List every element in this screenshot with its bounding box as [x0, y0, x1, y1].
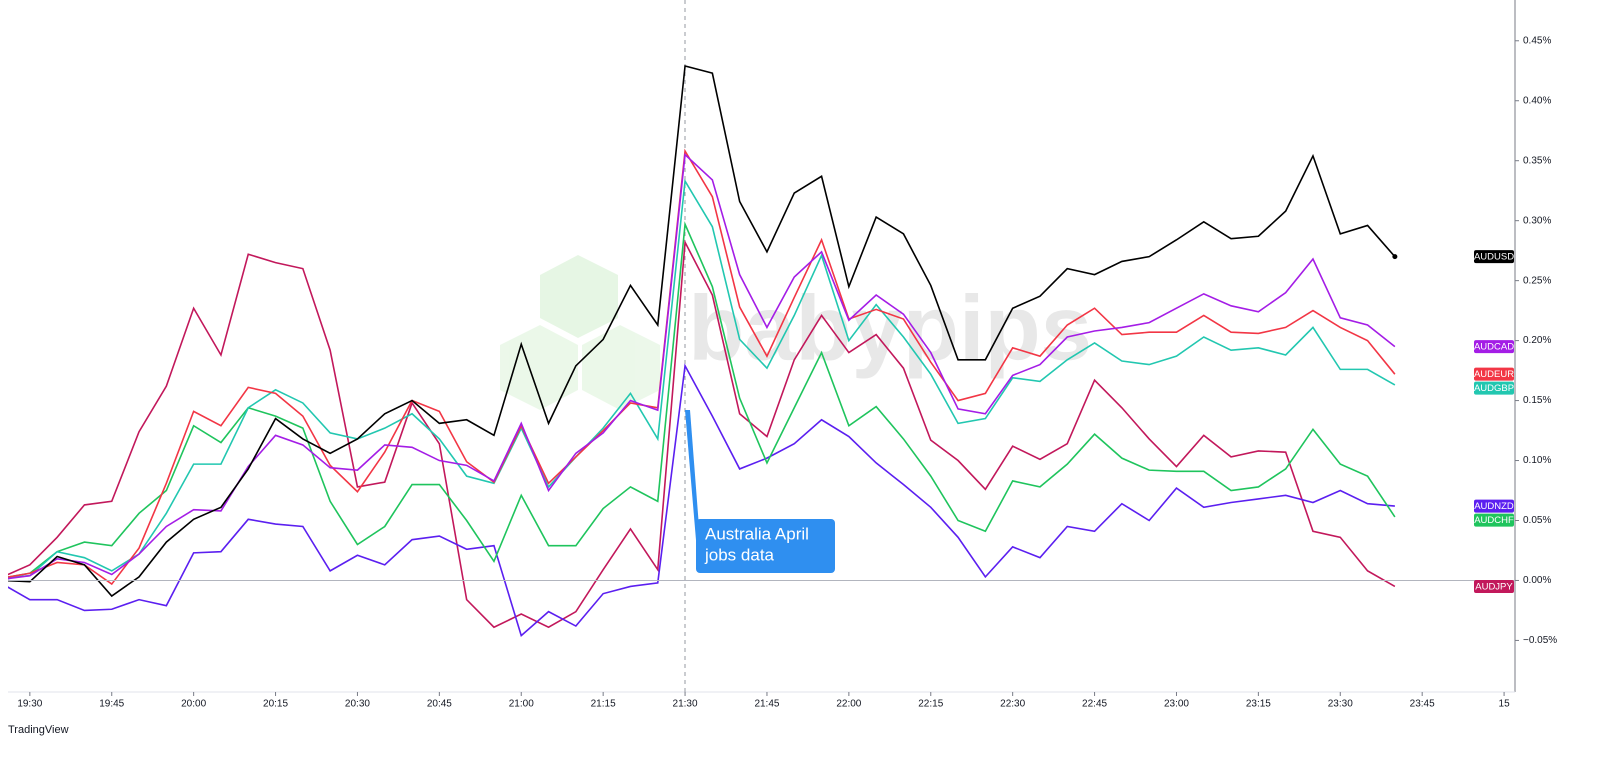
x-tick-label: 20:30: [345, 699, 370, 710]
legend-label: AUDEUR: [1474, 369, 1514, 380]
x-tick-label: 23:45: [1410, 699, 1435, 710]
y-tick-label: 0.40%: [1523, 95, 1551, 106]
series-line: [8, 239, 1396, 629]
x-tick-label: 23:30: [1328, 699, 1353, 710]
y-tick-label: 0.30%: [1523, 215, 1551, 226]
y-tick-label: 0.25%: [1523, 275, 1551, 286]
annotation-pointer: [685, 410, 700, 540]
y-tick-label: 0.10%: [1523, 455, 1551, 466]
y-tick-label: 0.20%: [1523, 335, 1551, 346]
legend-swatch: [1474, 381, 1514, 395]
series-line: [8, 178, 1396, 579]
x-tick-label: 20:15: [263, 699, 288, 710]
y-tick-label: 0.15%: [1523, 395, 1551, 406]
legend-swatch: [1474, 513, 1514, 527]
legend-swatch: [1474, 250, 1514, 264]
series-line: [8, 64, 1396, 598]
x-tick-label: 19:30: [17, 699, 42, 710]
annotation-text: jobs data: [704, 545, 775, 564]
y-tick-label: 0.45%: [1523, 35, 1551, 46]
x-tick-label: 22:00: [836, 699, 861, 710]
legend-label: AUDGBP: [1474, 383, 1514, 394]
x-tick-label: 20:00: [181, 699, 206, 710]
x-tick-label: 21:15: [591, 699, 616, 710]
legend-label: AUDCHF: [1474, 515, 1514, 526]
y-tick-label: −0.05%: [1523, 635, 1557, 646]
legend-label: AUDJPY: [1475, 581, 1513, 592]
annotation-text: Australia April: [705, 524, 809, 543]
series-line: [8, 363, 1395, 638]
x-tick-label: 21:00: [509, 699, 534, 710]
x-tick-label: 15: [1499, 699, 1511, 710]
legend-swatch: [1474, 340, 1514, 354]
watermark-logo: [500, 255, 660, 410]
x-tick-label: 22:45: [1082, 699, 1107, 710]
x-tick-label: 19:45: [99, 699, 124, 710]
legend-label: AUDUSD: [1474, 252, 1514, 263]
watermark: babypips: [688, 277, 1092, 379]
legend-swatch: [1474, 579, 1514, 593]
y-tick-label: 0.05%: [1523, 515, 1551, 526]
annotation-box: [696, 519, 835, 573]
legend-swatch: [1474, 367, 1514, 381]
end-dot: [1392, 254, 1398, 260]
x-tick-label: 22:15: [918, 699, 943, 710]
x-tick-label: 21:45: [754, 699, 779, 710]
legend-label: AUDNZD: [1474, 501, 1514, 512]
series-line: [8, 221, 1396, 578]
y-tick-label: 0.35%: [1523, 155, 1551, 166]
y-tick-label: 0.00%: [1523, 575, 1551, 586]
x-tick-label: 23:15: [1246, 699, 1271, 710]
x-tick-label: 23:00: [1164, 699, 1189, 710]
x-tick-label: 22:30: [1000, 699, 1025, 710]
brand: TradingView: [8, 724, 69, 736]
legend-label: AUDCAD: [1474, 342, 1514, 353]
x-tick-label: 20:45: [427, 699, 452, 710]
legend-swatch: [1474, 499, 1514, 513]
x-tick-label: 21:30: [673, 699, 698, 710]
series-line: [8, 148, 1396, 586]
